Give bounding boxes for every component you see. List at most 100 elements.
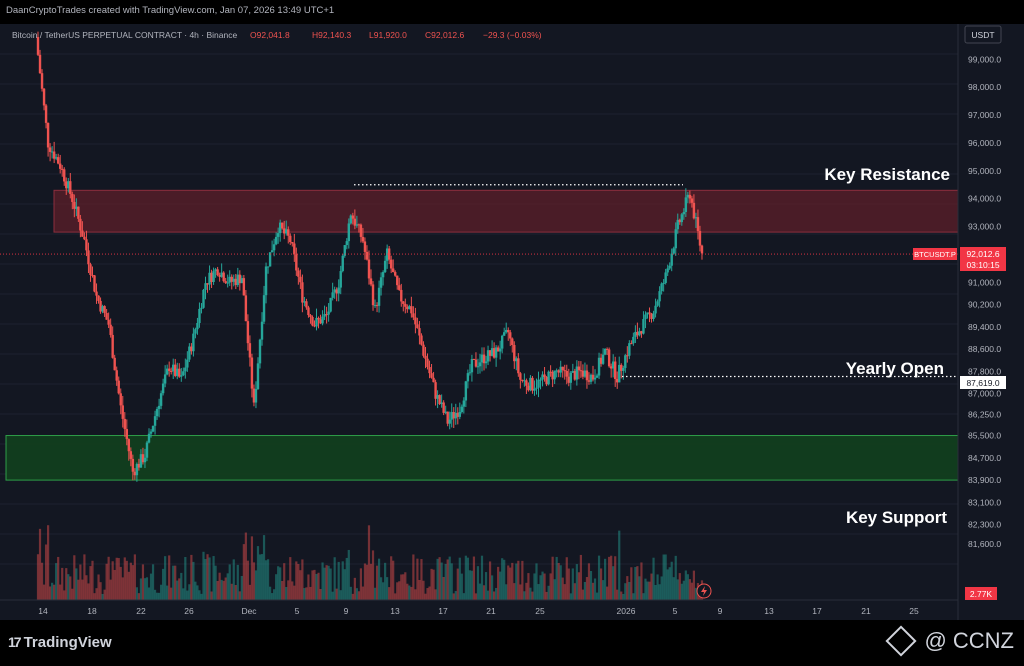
volume-bar — [311, 570, 314, 600]
candle-body — [218, 275, 221, 277]
candle-body — [234, 278, 237, 285]
volume-bar — [232, 559, 235, 600]
volume-bar — [115, 557, 118, 600]
volume-bar — [105, 563, 108, 600]
candle-body — [167, 368, 171, 371]
candle-body — [353, 218, 357, 226]
candle-body — [579, 370, 583, 372]
volume-bar — [388, 587, 391, 600]
volume-bar — [81, 579, 84, 600]
volume-bars — [36, 525, 704, 600]
volume-bar — [658, 584, 661, 600]
candle-body — [428, 367, 431, 374]
candle-body — [632, 336, 635, 344]
volume-bar — [299, 570, 302, 600]
y-tick-label: 97,000.0 — [968, 110, 1001, 120]
price-axis[interactable] — [958, 24, 1024, 620]
volume-bar — [363, 563, 367, 600]
volume-bar — [287, 580, 290, 600]
volume-bar — [166, 585, 169, 600]
candle-body — [646, 312, 649, 315]
volume-bar — [684, 570, 687, 600]
volume-bar — [174, 565, 177, 600]
volume-bar — [127, 571, 130, 600]
tradingview-logo-icon: 17 — [8, 634, 22, 650]
candle-body — [339, 271, 342, 288]
volume-bar — [218, 572, 221, 600]
candle-body — [690, 198, 694, 203]
candle-body — [418, 328, 421, 336]
volume-bar — [476, 566, 480, 600]
candle-body — [63, 169, 66, 182]
candle-body — [204, 283, 207, 290]
candle-body — [220, 272, 223, 277]
volume-bar — [628, 581, 631, 600]
volume-bar — [365, 564, 369, 600]
candle-body — [567, 376, 570, 383]
candle-body — [295, 254, 298, 271]
candle-body — [297, 270, 300, 277]
tradingview-logo[interactable]: 17 TradingView — [8, 634, 112, 651]
volume-bar — [63, 590, 66, 600]
candle-body — [396, 275, 399, 286]
candle-body — [597, 357, 601, 376]
candle-body — [305, 301, 308, 308]
candle-body — [174, 364, 177, 376]
volume-bar — [91, 560, 94, 600]
candle-body — [163, 374, 167, 384]
candle-body — [509, 332, 512, 339]
volume-bar — [575, 564, 578, 600]
candle-body — [301, 282, 304, 303]
candle-body — [361, 236, 365, 242]
volume-bar — [497, 566, 500, 600]
candle-body — [682, 211, 686, 215]
y-tick-label: 88,600.0 — [968, 344, 1001, 354]
volume-bar — [424, 593, 427, 600]
volume-bar — [194, 581, 197, 600]
y-tick-label: 82,300.0 — [968, 520, 1001, 530]
y-tick-label: 85,500.0 — [968, 431, 1001, 441]
volume-bar — [553, 579, 556, 600]
volume-bar — [499, 571, 502, 600]
watermark: @ CCNZ — [885, 625, 1014, 657]
volume-bar — [559, 565, 562, 600]
yearly-open-label: Yearly Open — [846, 359, 944, 378]
volume-bar — [438, 557, 441, 600]
candle-body — [190, 346, 193, 352]
y-tick-label: 96,000.0 — [968, 138, 1001, 148]
candle-body — [531, 377, 534, 391]
symbol-tag-label: BTCUSDT.P — [914, 250, 956, 259]
candle-body — [676, 219, 679, 230]
candle-body — [529, 377, 532, 391]
volume-bar — [295, 561, 298, 600]
candle-body — [618, 364, 621, 383]
btc-price-chart[interactable]: Bitcoin / TetherUS PERPETUAL CONTRACT · … — [0, 24, 1024, 620]
candle-body — [385, 248, 389, 261]
candle-body — [605, 348, 609, 350]
candle-body — [248, 343, 252, 358]
volume-bar — [400, 574, 403, 600]
candle-body — [270, 250, 274, 253]
volume-bar — [252, 562, 256, 600]
candle-body — [216, 269, 219, 276]
key-support-zone — [5, 435, 959, 481]
candle-body — [79, 218, 82, 231]
candle-body — [577, 366, 581, 371]
candle-body — [490, 348, 494, 356]
volume-bar — [626, 576, 629, 600]
volume-bar — [71, 588, 74, 600]
volume-bar — [230, 583, 233, 600]
candle-body — [38, 54, 42, 74]
volume-bar — [523, 591, 526, 600]
candle-body — [444, 411, 447, 413]
candle-body — [107, 319, 110, 325]
volume-bar — [527, 573, 530, 600]
candle-body — [212, 271, 215, 282]
candle-body — [210, 272, 213, 282]
volume-bar — [622, 593, 625, 600]
candle-body — [535, 387, 538, 389]
candle-body — [486, 350, 490, 362]
candle-body — [73, 201, 76, 209]
volume-bar — [414, 589, 417, 600]
currency-button[interactable] — [964, 25, 1002, 44]
